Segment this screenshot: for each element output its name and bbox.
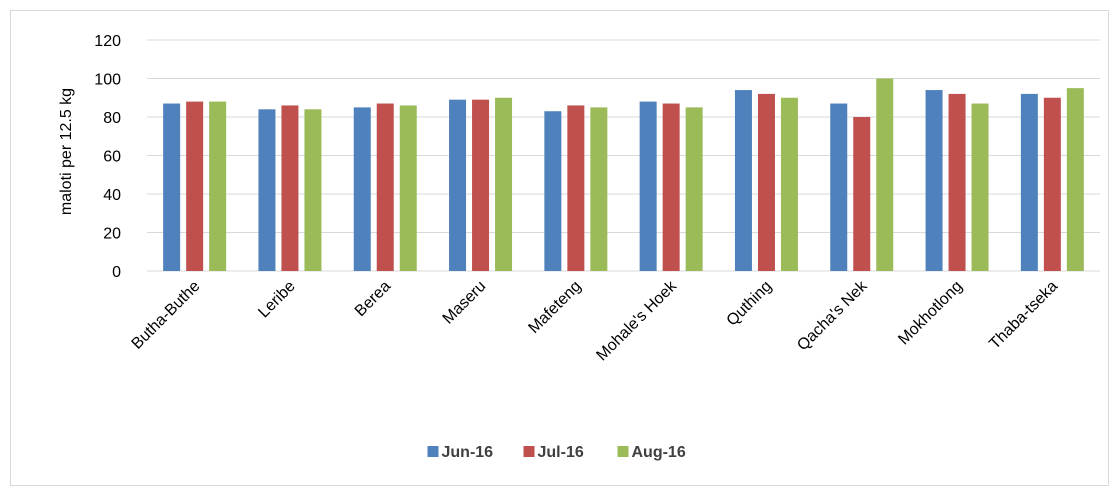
bar-aug-16-9 — [1066, 88, 1084, 271]
bar-jun-16-2 — [353, 107, 371, 271]
bar-aug-16-8 — [971, 103, 989, 272]
bar-aug-16-3 — [495, 97, 513, 271]
legend-item-jul-16: Jul-16 — [523, 444, 584, 461]
legend-swatch — [523, 446, 535, 457]
legend-label: Aug-16 — [632, 444, 686, 461]
y-tick-label: 120 — [94, 33, 121, 50]
bar-jun-16-1 — [258, 109, 276, 271]
chart-area: 0 20 40 60 80 100 120 Butha-Buthe Leribe Berea Ma… — [10, 10, 1109, 486]
bar-jul-16-8 — [948, 93, 966, 272]
y-axis-ticks: 0 20 40 60 80 100 120 — [94, 33, 121, 281]
bar-jul-16-5 — [662, 103, 680, 272]
bar-jul-16-1 — [281, 105, 299, 271]
x-tick-label: Butha-Buthe — [129, 278, 204, 353]
bar-aug-16-0 — [209, 101, 227, 271]
y-tick-label: 0 — [112, 264, 121, 281]
legend-swatch — [617, 446, 629, 457]
legend: Jun-16 Jul-16 Aug-16 — [427, 444, 686, 461]
bar-jun-16-6 — [734, 90, 752, 271]
x-tick-label: Qacha's Nek — [794, 277, 871, 354]
legend-label: Jul-16 — [538, 444, 584, 461]
legend-item-aug-16: Aug-16 — [617, 444, 686, 461]
bar-jun-16-7 — [830, 103, 848, 272]
legend-swatch — [427, 446, 439, 457]
x-tick-label: Quthing — [724, 278, 776, 330]
bar-aug-16-6 — [780, 97, 798, 271]
bar-jul-16-9 — [1043, 97, 1061, 271]
bar-jun-16-9 — [1020, 93, 1038, 272]
bar-chart: 0 20 40 60 80 100 120 Butha-Buthe Leribe Berea Ma… — [58, 33, 1100, 461]
bar-jun-16-5 — [639, 101, 657, 271]
bar-aug-16-1 — [304, 109, 322, 271]
bar-jun-16-3 — [449, 99, 467, 271]
x-tick-label: Thaba-tseka — [986, 278, 1061, 353]
bar-aug-16-7 — [876, 78, 894, 271]
bar-aug-16-2 — [399, 105, 417, 271]
legend-label: Jun-16 — [442, 444, 494, 461]
bar-jun-16-0 — [163, 103, 181, 272]
bar-jul-16-2 — [376, 103, 394, 272]
bar-jun-16-4 — [544, 111, 562, 271]
y-tick-label: 40 — [103, 187, 121, 204]
bar-jul-16-3 — [472, 99, 490, 271]
legend-item-jun-16: Jun-16 — [427, 444, 494, 461]
bar-jul-16-0 — [186, 101, 204, 271]
bar-aug-16-4 — [590, 107, 608, 271]
bars — [163, 78, 1084, 272]
x-axis-ticks: Butha-Buthe Leribe Berea Maseru Mafeteng Moha… — [129, 277, 1062, 364]
x-tick-label: Mohale's Hoek — [593, 277, 680, 364]
x-tick-label: Leribe — [255, 278, 299, 322]
y-tick-label: 80 — [103, 110, 121, 127]
y-tick-label: 20 — [103, 226, 121, 243]
bar-jul-16-7 — [853, 117, 871, 271]
bar-aug-16-5 — [685, 107, 703, 271]
x-tick-label: Mafeteng — [525, 278, 584, 337]
y-tick-label: 100 — [94, 72, 121, 89]
y-axis-title: maloti per 12.5 kg — [58, 88, 75, 215]
x-tick-label: Maseru — [440, 278, 490, 328]
bar-jul-16-6 — [757, 93, 775, 272]
bar-jul-16-4 — [567, 105, 585, 271]
bar-jun-16-8 — [925, 90, 943, 271]
y-tick-label: 60 — [103, 149, 121, 166]
x-tick-label: Mokhotlong — [895, 278, 966, 349]
x-tick-label: Berea — [352, 278, 394, 320]
